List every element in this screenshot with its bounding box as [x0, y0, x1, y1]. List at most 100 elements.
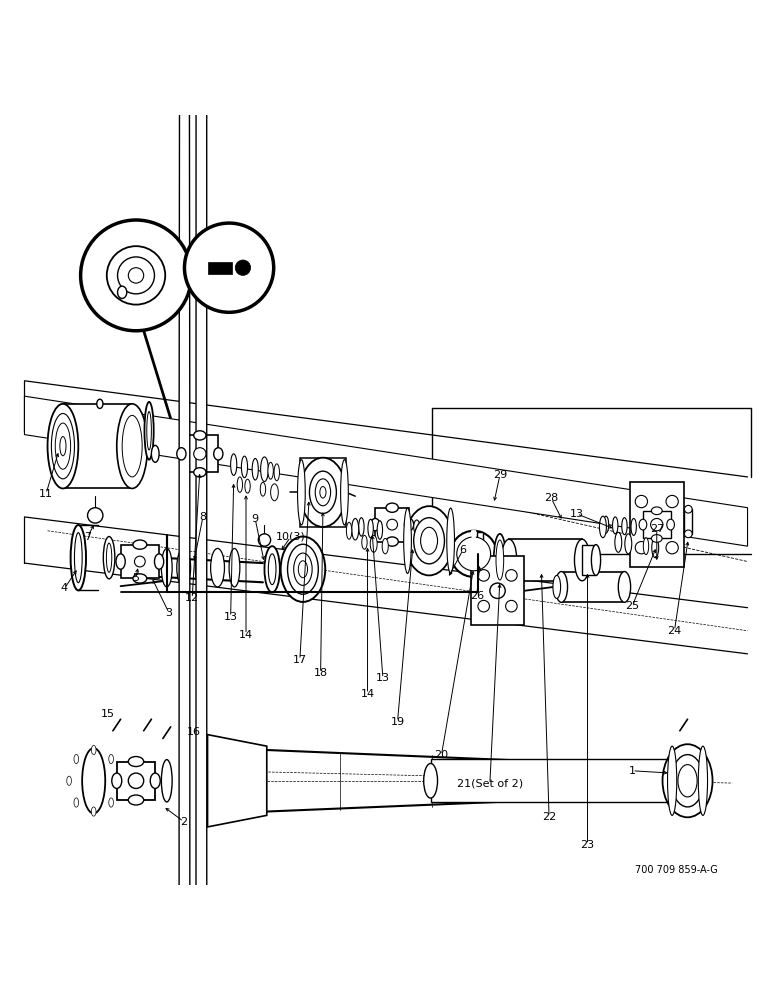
Text: 6: 6 — [459, 545, 466, 555]
Text: 29: 29 — [493, 470, 507, 480]
Ellipse shape — [591, 545, 601, 575]
Ellipse shape — [666, 542, 679, 554]
Text: 8: 8 — [199, 512, 206, 522]
Bar — [630, 482, 684, 567]
Ellipse shape — [116, 554, 125, 569]
Ellipse shape — [298, 561, 307, 578]
Ellipse shape — [196, 0, 207, 1000]
Bar — [181, 435, 218, 472]
Ellipse shape — [386, 537, 398, 546]
Ellipse shape — [154, 554, 164, 569]
Text: 13: 13 — [570, 509, 584, 519]
Ellipse shape — [501, 539, 516, 581]
Ellipse shape — [91, 807, 96, 816]
Ellipse shape — [382, 538, 388, 554]
Ellipse shape — [618, 572, 631, 602]
Ellipse shape — [612, 517, 618, 534]
Text: 21(Set of 2): 21(Set of 2) — [457, 779, 523, 789]
Text: 14: 14 — [361, 689, 374, 699]
Circle shape — [107, 246, 165, 305]
Ellipse shape — [666, 495, 679, 508]
Ellipse shape — [553, 575, 560, 598]
Ellipse shape — [177, 548, 191, 587]
Ellipse shape — [48, 404, 78, 488]
Ellipse shape — [245, 479, 250, 493]
Ellipse shape — [635, 542, 648, 554]
Ellipse shape — [424, 763, 438, 798]
Ellipse shape — [685, 505, 692, 513]
Text: 27: 27 — [650, 524, 664, 534]
Ellipse shape — [280, 537, 325, 602]
Text: 2: 2 — [180, 817, 188, 827]
Ellipse shape — [362, 535, 367, 549]
Ellipse shape — [340, 460, 348, 525]
Circle shape — [128, 773, 144, 788]
Ellipse shape — [177, 448, 186, 460]
Ellipse shape — [478, 600, 489, 612]
Ellipse shape — [405, 506, 453, 575]
Text: 16: 16 — [187, 727, 201, 737]
Ellipse shape — [699, 746, 707, 815]
Circle shape — [87, 508, 103, 523]
Text: 13: 13 — [224, 612, 238, 622]
Ellipse shape — [643, 538, 648, 555]
Polygon shape — [63, 404, 132, 488]
Ellipse shape — [122, 415, 142, 477]
Ellipse shape — [478, 570, 489, 581]
Ellipse shape — [112, 773, 122, 788]
Ellipse shape — [151, 773, 161, 788]
Text: 1: 1 — [628, 766, 635, 776]
Ellipse shape — [386, 503, 398, 512]
Ellipse shape — [66, 776, 71, 785]
Text: 5: 5 — [133, 573, 140, 583]
Ellipse shape — [297, 460, 305, 525]
Ellipse shape — [82, 748, 105, 813]
Ellipse shape — [600, 516, 606, 538]
Ellipse shape — [133, 574, 147, 583]
Text: 4: 4 — [61, 583, 68, 593]
Ellipse shape — [506, 570, 517, 581]
Text: 9: 9 — [252, 514, 259, 524]
Ellipse shape — [52, 413, 74, 479]
Circle shape — [235, 260, 251, 275]
Ellipse shape — [242, 456, 248, 478]
Ellipse shape — [287, 544, 318, 594]
Ellipse shape — [74, 798, 79, 807]
Circle shape — [185, 223, 274, 312]
Circle shape — [457, 537, 491, 571]
Ellipse shape — [414, 520, 420, 534]
Ellipse shape — [109, 754, 113, 764]
Ellipse shape — [371, 518, 380, 531]
Ellipse shape — [74, 754, 79, 764]
Text: 24: 24 — [667, 626, 682, 636]
Ellipse shape — [635, 495, 648, 508]
Text: 19: 19 — [391, 717, 405, 727]
Text: 28: 28 — [544, 493, 558, 503]
Ellipse shape — [229, 548, 240, 587]
Text: 3: 3 — [165, 608, 173, 618]
Ellipse shape — [347, 522, 352, 539]
Ellipse shape — [161, 548, 172, 587]
Ellipse shape — [662, 744, 713, 817]
Text: 10(3): 10(3) — [276, 532, 306, 542]
Ellipse shape — [194, 468, 206, 477]
Ellipse shape — [109, 798, 113, 807]
Text: 12: 12 — [185, 593, 199, 603]
Bar — [375, 508, 409, 542]
Ellipse shape — [60, 437, 66, 456]
Bar — [471, 556, 524, 625]
Ellipse shape — [265, 546, 279, 592]
Ellipse shape — [260, 482, 266, 496]
Ellipse shape — [96, 399, 103, 408]
Ellipse shape — [103, 537, 115, 579]
Ellipse shape — [615, 532, 621, 552]
Ellipse shape — [555, 572, 567, 602]
Circle shape — [490, 583, 505, 598]
Ellipse shape — [214, 448, 223, 460]
Circle shape — [128, 268, 144, 283]
Ellipse shape — [621, 518, 627, 535]
Wedge shape — [472, 531, 476, 554]
Ellipse shape — [128, 795, 144, 805]
Circle shape — [117, 257, 154, 294]
Ellipse shape — [493, 534, 506, 586]
